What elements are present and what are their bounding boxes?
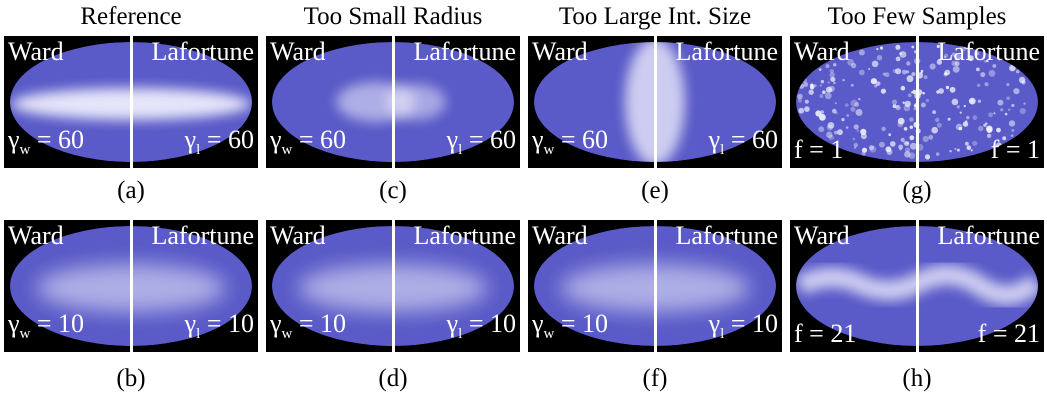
panel-f: Ward Lafortune γw = 10 γl = 10 (528, 220, 782, 352)
label-ward: Ward (532, 221, 588, 250)
panel-b: Ward Lafortune γw = 10 γl = 10 (4, 220, 258, 352)
gamma-right: γl = 60 (708, 124, 778, 158)
caption-h: (h) (902, 365, 932, 392)
label-ward: Ward (532, 37, 588, 66)
gamma-right: γl = 10 (708, 308, 778, 342)
panel-a: Ward Lafortune γw = 60 γl = 60 (4, 36, 258, 168)
caption-a: (a) (117, 177, 145, 204)
caption-d: (d) (378, 365, 408, 392)
label-lafortune: Lafortune (151, 221, 254, 250)
panel-divider (916, 36, 919, 168)
gamma-right: γl = 60 (446, 124, 516, 158)
gamma-left: f = 21 (794, 319, 857, 348)
panel-divider (654, 220, 657, 352)
gamma-left: γw = 60 (532, 124, 609, 158)
panel-divider (654, 36, 657, 168)
caption-e: (e) (641, 177, 669, 204)
panel-d: Ward Lafortune γw = 10 γl = 10 (266, 220, 520, 352)
panel-divider (130, 36, 133, 168)
label-lafortune: Lafortune (413, 37, 516, 66)
label-ward: Ward (270, 221, 326, 250)
gamma-right: f = 1 (990, 135, 1040, 164)
label-lafortune: Lafortune (413, 221, 516, 250)
gamma-right: γl = 60 (184, 124, 254, 158)
label-ward: Ward (8, 37, 64, 66)
caption-c: (c) (379, 177, 407, 204)
panel-divider (130, 220, 133, 352)
label-lafortune: Lafortune (937, 37, 1040, 66)
gamma-left: γw = 60 (8, 124, 85, 158)
panel-g: Ward Lafortune f = 1 f = 1 (790, 36, 1044, 168)
panel-c: Ward Lafortune γw = 60 γl = 60 (266, 36, 520, 168)
label-lafortune: Lafortune (675, 221, 778, 250)
column-title-too-few-samples: Too Few Samples (827, 3, 1007, 30)
gamma-left: γw = 10 (532, 308, 609, 342)
caption-b: (b) (116, 365, 146, 392)
gamma-left: γw = 10 (270, 308, 347, 342)
label-lafortune: Lafortune (675, 37, 778, 66)
label-ward: Ward (8, 221, 64, 250)
gamma-right: γl = 10 (446, 308, 516, 342)
label-lafortune: Lafortune (151, 37, 254, 66)
panel-divider (392, 36, 395, 168)
caption-f: (f) (642, 365, 668, 392)
label-ward: Ward (794, 221, 850, 250)
label-lafortune: Lafortune (937, 221, 1040, 250)
gamma-right: γl = 10 (184, 308, 254, 342)
panel-h: Ward Lafortune f = 21 f = 21 (790, 220, 1044, 352)
panel-divider (916, 220, 919, 352)
column-title-reference: Reference (80, 3, 182, 30)
panel-divider (392, 220, 395, 352)
label-ward: Ward (270, 37, 326, 66)
column-title-too-small-radius: Too Small Radius (303, 3, 483, 30)
caption-g: (g) (902, 177, 932, 204)
gamma-left: γw = 60 (270, 124, 347, 158)
column-title-too-large-int-size: Too Large Int. Size (558, 3, 752, 30)
panel-e: Ward Lafortune γw = 60 γl = 60 (528, 36, 782, 168)
gamma-right: f = 21 (977, 319, 1040, 348)
gamma-left: f = 1 (794, 135, 844, 164)
gamma-left: γw = 10 (8, 308, 85, 342)
label-ward: Ward (794, 37, 850, 66)
